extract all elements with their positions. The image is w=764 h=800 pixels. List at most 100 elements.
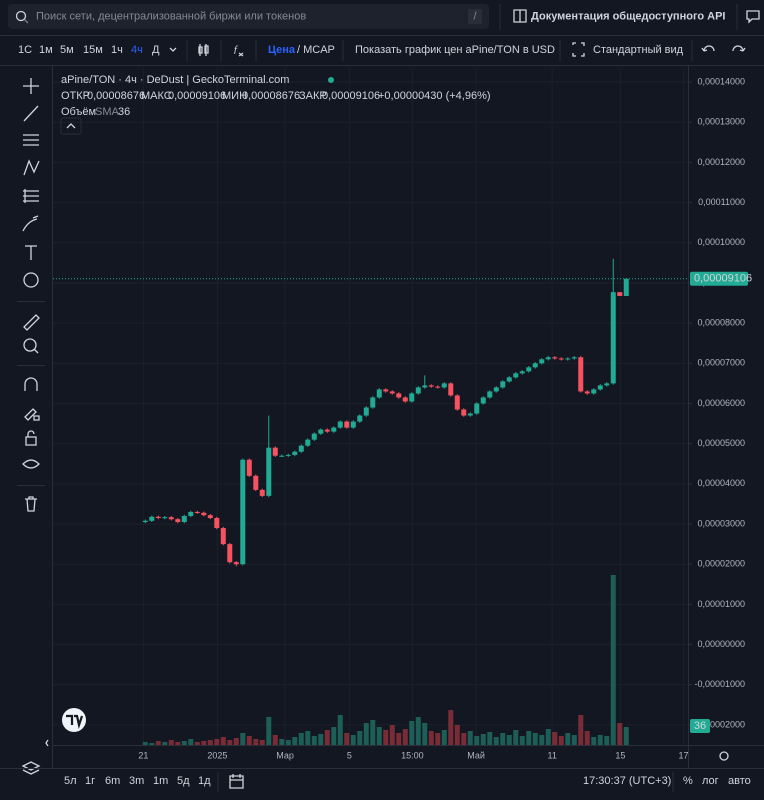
volume-bar: [266, 717, 272, 745]
emoji-tool[interactable]: [23, 272, 39, 288]
candle-body: [142, 520, 148, 523]
candle-body: [591, 389, 597, 394]
status-dot: [328, 77, 334, 83]
chart-type-icon[interactable]: [198, 44, 209, 56]
candle-body: [240, 459, 246, 565]
clock: 17:30:37 (UTC+3): [583, 775, 671, 787]
delete-tool[interactable]: [25, 496, 37, 512]
ohlc-change: +0,00000430 (+4,96%): [378, 90, 491, 102]
timeframe[interactable]: 1м: [39, 44, 53, 56]
range-button[interactable]: 5л: [64, 775, 77, 787]
lock-tool[interactable]: [25, 430, 37, 446]
candle-body: [610, 292, 616, 384]
mcap-toggle[interactable]: / MCAP: [297, 44, 335, 56]
api-docs-link[interactable]: Документация общедоступного API: [531, 10, 726, 22]
range-button[interactable]: 5д: [177, 775, 190, 787]
price-toggle[interactable]: Цена: [268, 44, 296, 56]
timeframe[interactable]: Д: [152, 44, 160, 56]
volume-bar: [279, 739, 285, 745]
candle-body: [617, 292, 623, 296]
timeframe[interactable]: 5м: [60, 44, 74, 56]
collapse-arrow[interactable]: [45, 739, 49, 747]
last-price-label: 0,00009106: [694, 273, 752, 285]
volume-bar: [149, 743, 155, 745]
view-toggle[interactable]: Стандартный вид: [593, 44, 684, 56]
legend-toggle[interactable]: [60, 117, 82, 135]
auto-toggle[interactable]: авто: [728, 775, 751, 787]
crosshair-tool[interactable]: [23, 78, 39, 94]
candle-body: [344, 421, 350, 428]
volume-bar: [441, 730, 447, 745]
timeframe-active[interactable]: 4ч: [131, 44, 143, 56]
candle-layer: [142, 258, 629, 567]
candle-body: [532, 363, 538, 368]
candle-body: [604, 383, 610, 386]
candle-body: [571, 357, 577, 359]
volume-bar: [500, 733, 506, 745]
volume-bar: [519, 736, 525, 745]
range-button[interactable]: 6m: [105, 775, 120, 787]
volume-bar: [298, 733, 304, 745]
log-toggle[interactable]: лог: [702, 775, 719, 787]
chevron[interactable]: [169, 47, 177, 52]
volume-bar: [389, 725, 395, 745]
volume-bar: [552, 732, 558, 745]
y-tick-label: 0,00003000: [697, 518, 745, 528]
zoom-tool[interactable]: [23, 338, 37, 352]
visibility-tool[interactable]: [22, 459, 40, 469]
ruler-tool[interactable]: [23, 314, 40, 331]
range-button[interactable]: 3m: [129, 775, 144, 787]
volume-bar: [363, 723, 369, 745]
ohlc-label: МИН: [222, 90, 247, 102]
pattern-tool[interactable]: [23, 159, 40, 176]
y-tick-label: 0,00012000: [697, 157, 745, 167]
timeframe[interactable]: 15м: [83, 44, 103, 56]
prediction-tool[interactable]: [23, 189, 39, 203]
calendar-icon[interactable]: [229, 774, 244, 789]
text-tool[interactable]: [25, 245, 37, 260]
candle-body: [402, 397, 408, 402]
volume-bar: [272, 735, 278, 745]
range-button[interactable]: 1г: [85, 775, 95, 787]
timeframe-group: 1С 1м 5м 15м 1ч 4ч Д: [18, 44, 160, 56]
undo-icon[interactable]: [701, 45, 715, 52]
usd-toggle[interactable]: Показать график цен aPine/TON в USD: [355, 44, 555, 56]
magnet-tool[interactable]: [24, 377, 38, 391]
fib-tool[interactable]: [23, 134, 39, 146]
axis-settings-icon[interactable]: [719, 751, 729, 761]
trendline-tool[interactable]: [23, 105, 39, 122]
candle-body: [448, 383, 454, 396]
brush-tool[interactable]: [22, 215, 39, 232]
volume-bar: [162, 742, 168, 745]
candle-body: [415, 387, 421, 394]
timeframe[interactable]: 1ч: [111, 44, 123, 56]
candle-body: [409, 393, 415, 402]
candle-body: [272, 447, 278, 456]
volume-bar: [422, 723, 428, 745]
volume-bar: [578, 715, 584, 745]
volume-bar: [331, 727, 337, 745]
lock-drawing-tool[interactable]: [24, 408, 40, 421]
volume-bar: [591, 737, 597, 745]
search-hotkey: /: [473, 10, 477, 22]
indicators-icon[interactable]: ƒ: [233, 44, 239, 56]
volume-sma-axis-label: 36: [694, 720, 706, 732]
percent-toggle[interactable]: %: [683, 775, 693, 787]
candle-body: [500, 381, 506, 388]
range-button[interactable]: 1д: [198, 775, 211, 787]
timeframe[interactable]: 1С: [18, 44, 32, 56]
feedback-icon[interactable]: [746, 10, 760, 24]
volume-bar: [214, 739, 220, 745]
volume-bar: [545, 729, 551, 745]
tv-logo-mark: [66, 714, 84, 730]
y-tick-label: 0,00013000: [697, 117, 745, 127]
volume-bar: [532, 733, 538, 745]
redo-icon[interactable]: [732, 45, 746, 52]
volume-bar: [220, 737, 226, 745]
candle-body: [584, 391, 590, 394]
search-box[interactable]: [8, 4, 489, 29]
candle-body: [545, 357, 551, 360]
tv-logo[interactable]: [62, 708, 86, 732]
range-button[interactable]: 1m: [153, 775, 168, 787]
candle-body: [175, 519, 181, 523]
